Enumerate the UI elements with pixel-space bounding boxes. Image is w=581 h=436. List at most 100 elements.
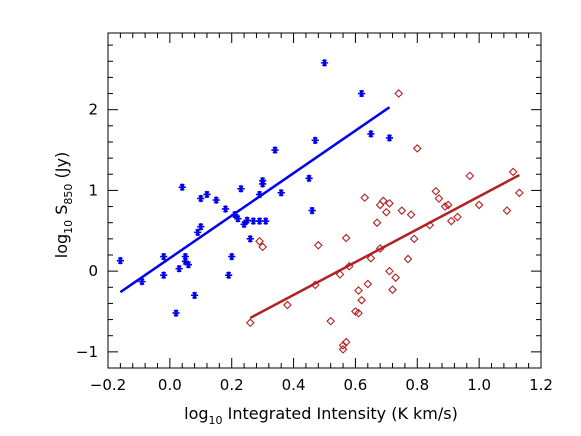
diamond-point [344,261,354,271]
asterisk-point [181,253,189,261]
fit-line-blue [119,106,391,294]
x-tick-label: 1.0 [467,376,491,394]
plot-border [107,32,542,369]
asterisk-point [358,89,366,98]
diamond-point [313,240,323,250]
diamond-point [453,212,462,222]
diamond-point [335,269,345,279]
asterisk-point [385,134,394,142]
diamond-point [338,341,348,350]
x-axis-ticks: −0.2 0.0 0.2 0.4 0.6 0.8 1.0 1.2 [90,33,553,394]
diamond-point [514,188,524,198]
asterisk-point [308,206,316,215]
diamond-point [502,206,512,215]
asterisk-point [221,205,230,213]
x-axis-label-log: log [184,404,208,423]
diamond-point [338,345,348,354]
diamond-point [385,266,394,276]
diamond-point [434,194,444,203]
asterisk-point [234,215,242,223]
diamond-point [354,308,363,318]
diamond-point [440,202,450,211]
diamond-point [366,253,376,263]
diamond-point [397,206,407,215]
asterisk-point [255,217,264,225]
diamond-point [508,167,518,177]
diamond-point [446,216,456,226]
x-axis-label-rest: Integrated Intensity (K km/s) [223,404,458,423]
asterisk-point [197,223,205,231]
asterisk-point [305,174,313,182]
x-tick-label: 0.6 [343,376,367,394]
diamond-point [425,220,435,230]
x-tick-label: 0.8 [405,376,429,394]
asterisk-point [175,265,183,273]
x-tick-label: 0.4 [282,376,306,394]
asterisk-point [262,217,270,225]
diamond-point [403,254,413,264]
asterisk-point [191,291,199,299]
x-axis-label: log10 Integrated Intensity (K km/s) [184,404,458,427]
diamond-point [391,273,401,282]
x-tick-label: 0.2 [220,376,244,394]
y-axis-label-rest: (Jy) [52,152,71,184]
y-axis-label-sub1: 10 [62,220,75,234]
diamond-point [385,198,394,208]
asterisk-point [277,189,285,197]
diamond-point [409,234,419,244]
x-tick-label: −0.2 [90,376,126,394]
asterisk-point [197,194,205,203]
diamond-point [412,144,422,153]
diamond-point [255,236,264,246]
asterisk-point [243,216,251,224]
asterisk-point [138,278,146,286]
diamond-point [372,218,382,228]
diamond-point [431,186,441,196]
diamond-point [375,244,385,253]
asterisk-point [160,253,168,261]
y-tick-label: −1 [76,343,98,361]
y-tick-label: 0 [88,262,98,280]
asterisk-point [212,196,220,204]
y-tick-label: 2 [88,101,98,119]
y-tick-label: 1 [88,181,98,199]
diamond-point [388,285,397,295]
diamond-point [258,242,268,252]
data-points [116,59,524,354]
y-axis-label-log: log [52,234,71,258]
asterisk-point [194,228,202,236]
fit-lines [119,106,520,320]
asterisk-point [228,253,236,261]
diamond-point [310,280,320,290]
asterisk-point [184,261,193,269]
diamond-point [326,316,336,326]
asterisk-point [320,59,329,67]
asterisk-point [367,130,375,138]
diamond-point [360,193,370,203]
diamond-point [381,207,391,217]
asterisk-point [225,271,233,279]
diamond-point [378,196,388,206]
diamond-point [341,233,351,243]
x-axis-label-sub: 10 [209,414,223,427]
asterisk-point [237,185,245,193]
x-tick-label: 1.2 [529,376,553,394]
y-axis-label-mid: S [52,205,71,220]
asterisk-point [116,257,124,265]
asterisk-point [172,309,180,317]
asterisk-point [160,271,168,279]
asterisk-point [249,217,257,225]
asterisk-point [240,220,248,228]
asterisk-point [259,177,267,185]
diamond-point [465,171,475,181]
y-axis-ticks: −1 0 1 2 [76,44,541,361]
asterisk-point [178,183,186,191]
diamond-point [341,337,351,347]
diamond-point [354,286,363,295]
x-tick-label: 0.0 [158,376,182,394]
diamond-point [375,200,385,210]
asterisk-point [246,235,254,243]
asterisk-point [255,190,264,199]
asterisk-point [271,146,279,154]
